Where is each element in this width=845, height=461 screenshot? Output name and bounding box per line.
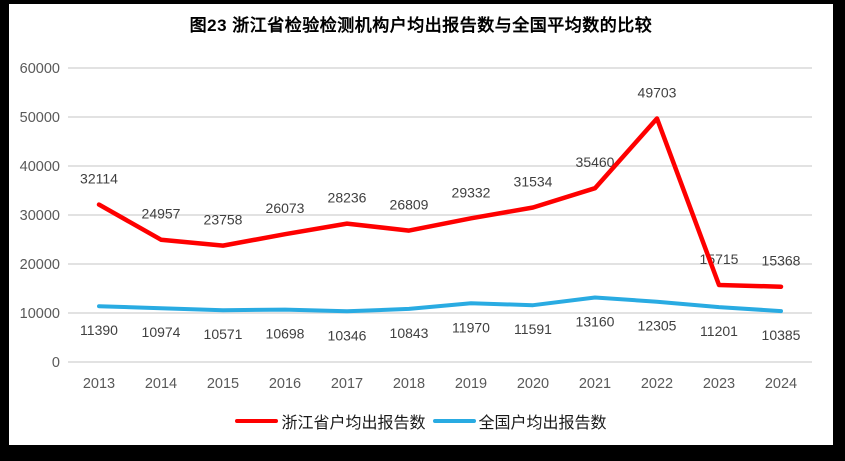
legend-label: 全国户均出报告数 — [478, 415, 607, 432]
data-label: 12305 — [638, 318, 677, 334]
legend-item: 全国户均出报告数 — [432, 409, 607, 433]
y-axis-tick-label: 40000 — [20, 159, 60, 175]
data-label: 10843 — [390, 325, 429, 341]
data-label: 13160 — [576, 314, 615, 330]
y-axis-tick-label: 10000 — [20, 306, 60, 322]
x-axis-tick-label: 2021 — [579, 376, 611, 392]
x-axis-tick-label: 2013 — [83, 376, 115, 392]
data-label: 26073 — [266, 200, 305, 216]
chart-title: 图23 浙江省检验检测机构户均出报告数与全国平均数的比较 — [189, 16, 653, 35]
data-label: 31534 — [514, 173, 553, 189]
x-axis-tick-label: 2017 — [331, 376, 363, 392]
data-label: 35460 — [576, 154, 615, 170]
x-axis-tick-label: 2022 — [641, 376, 673, 392]
data-label: 10571 — [204, 326, 243, 342]
data-label: 11970 — [452, 319, 490, 335]
data-label: 24957 — [142, 206, 181, 222]
series-line-1 — [97, 295, 783, 314]
x-axis-tick-label: 2023 — [703, 376, 735, 392]
data-label: 26809 — [390, 197, 429, 213]
x-axis-tick-label: 2024 — [765, 376, 797, 392]
chart-legend: 浙江省户均出报告数 全国户均出报告数 — [9, 408, 833, 434]
x-axis-tick-label: 2020 — [517, 376, 549, 392]
y-axis-tick-label: 20000 — [20, 257, 60, 273]
legend-label: 浙江省户均出报告数 — [281, 415, 426, 432]
x-axis-tick-label: 2018 — [393, 376, 425, 392]
data-label: 29332 — [452, 184, 491, 200]
legend-line-swatch — [432, 418, 476, 424]
data-label: 10974 — [142, 324, 181, 340]
series-line-0 — [96, 116, 784, 289]
y-axis-tick-label: 30000 — [20, 208, 60, 224]
x-axis-tick-label: 2014 — [145, 376, 177, 392]
y-axis-tick-label: 0 — [52, 355, 60, 371]
y-axis-tick-label: 50000 — [20, 110, 60, 126]
data-label: 32114 — [80, 171, 118, 187]
data-label: 15368 — [762, 253, 801, 269]
data-label: 28236 — [328, 190, 367, 206]
legend-line-swatch — [235, 418, 279, 424]
x-axis-tick-label: 2015 — [207, 376, 239, 392]
line-chart-plot-area: 0 10000 20000 30000 40000 50000 60000 2013 2014 2… — [20, 61, 812, 392]
data-label: 11201 — [700, 323, 738, 339]
x-axis-tick-label: 2019 — [455, 376, 487, 392]
data-label: 11591 — [514, 321, 552, 337]
data-label: 10346 — [328, 327, 367, 343]
x-axis-tick-label: 2016 — [269, 376, 301, 392]
data-label: 23758 — [204, 212, 243, 228]
data-label: 10698 — [266, 326, 305, 342]
data-label: 49703 — [638, 84, 677, 100]
chart-canvas: 图23 浙江省检验检测机构户均出报告数与全国平均数的比较 0 10000 20000… — [9, 4, 833, 445]
data-label: 10385 — [762, 327, 801, 343]
y-axis-tick-label: 60000 — [20, 61, 60, 77]
data-label: 11390 — [80, 322, 118, 338]
legend-item: 浙江省户均出报告数 — [235, 409, 426, 433]
